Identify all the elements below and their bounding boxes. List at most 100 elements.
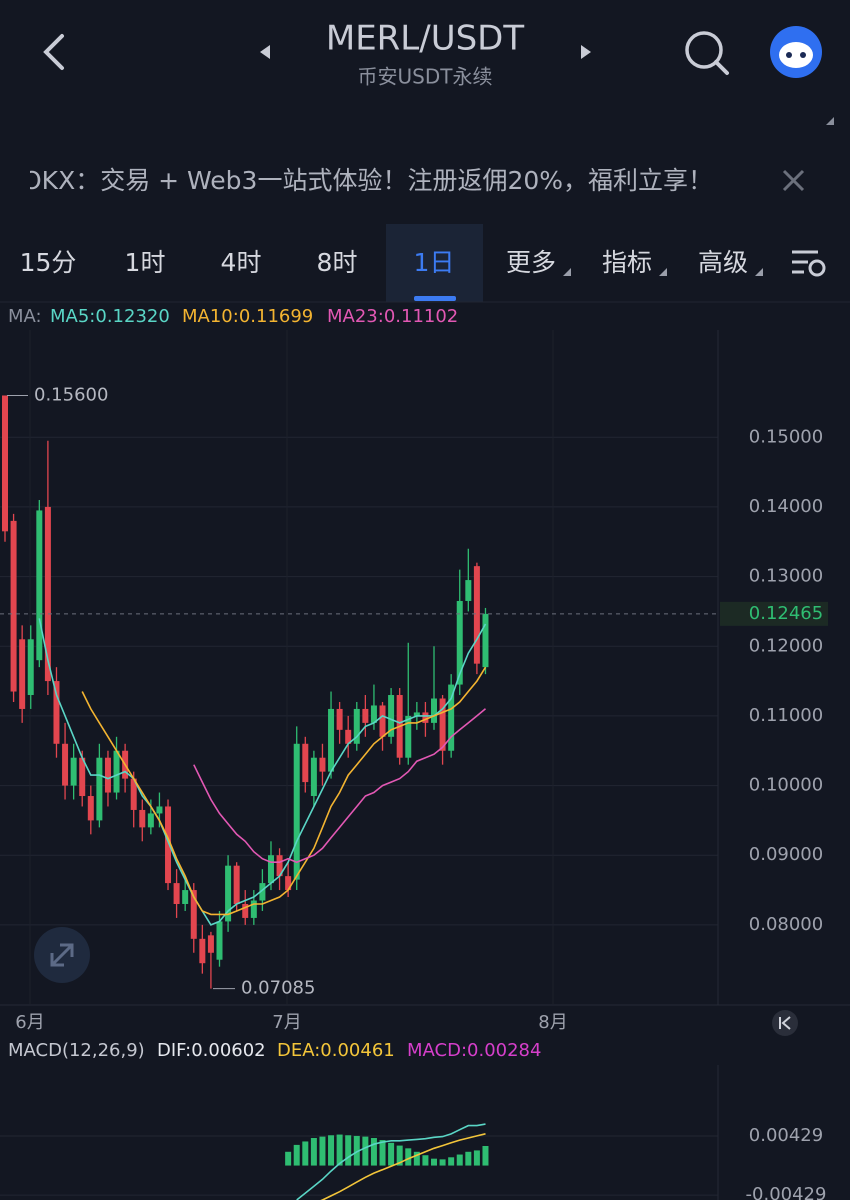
collapse-indicator (826, 117, 834, 125)
active-tab-indicator (414, 296, 456, 301)
candle-body (27, 639, 34, 696)
candle-body (79, 757, 86, 797)
search-icon-handle (714, 60, 729, 75)
back-button[interactable] (43, 34, 64, 70)
active-tab-bg (386, 224, 483, 302)
candle-body (465, 580, 472, 601)
candle-body (139, 809, 146, 828)
y-tick-label: 0.11000 (749, 705, 823, 726)
candle-body (276, 855, 283, 877)
ma-line (38, 618, 487, 926)
macd-title: MACD(12,26,9) (8, 1040, 145, 1061)
fullscreen-icon (50, 943, 74, 967)
ma-line (81, 666, 487, 916)
candle-body (250, 900, 257, 918)
pair-subtitle: 币安USDT永续 (358, 65, 493, 89)
prev-pair[interactable] (260, 45, 270, 59)
interval-tab[interactable]: 高级 (698, 248, 748, 277)
ad-banner[interactable]: OKX：交易 + Web3一站式体验！注册返佣20%，福利立享！ (22, 166, 805, 195)
candle-body (293, 743, 300, 880)
interval-tab[interactable]: 1日 (414, 248, 455, 277)
next-pair[interactable] (581, 45, 591, 59)
candle-body (147, 813, 154, 828)
avatar-eye (786, 52, 792, 58)
candle-body (319, 757, 326, 772)
candle-body (199, 938, 206, 964)
avatar-face (779, 42, 813, 68)
candle-body (336, 708, 343, 730)
interval-tabs: 15分 1时 4时 8时 1日 更多 指标 高级 (20, 224, 826, 302)
chart-settings[interactable] (792, 250, 826, 277)
candle-body (345, 729, 352, 744)
candle-body (182, 890, 189, 904)
interval-tab[interactable]: 4时 (221, 248, 262, 277)
low-marker-label: 0.07085 (241, 978, 315, 999)
candle-body (302, 743, 309, 783)
y-tick-label: 0.09000 (749, 844, 823, 865)
candle-body (53, 681, 60, 744)
macd-bar (370, 1138, 377, 1166)
pair-title[interactable]: MERL/USDT (326, 19, 524, 59)
x-tick-label: 6月 (15, 1012, 44, 1033)
banner-text: OKX：交易 + Web3一站式体验！注册返佣20%，福利立享！ (22, 166, 713, 195)
macd-bar (328, 1135, 335, 1166)
candle-body (165, 806, 172, 884)
candle-body (285, 876, 292, 891)
legend-title: MA: (8, 306, 42, 327)
macd-bar (396, 1145, 403, 1166)
candle-body (310, 757, 317, 797)
fullscreen-button[interactable] (34, 927, 90, 983)
candle-body (96, 757, 103, 821)
interval-tab[interactable]: 8时 (317, 248, 358, 277)
candle-body (362, 708, 369, 723)
candle-body (19, 639, 26, 709)
interval-tab[interactable]: 1时 (125, 248, 166, 277)
candle-body (439, 698, 446, 751)
dropdown-caret (563, 268, 571, 276)
y-tick-label: 0.15000 (749, 426, 823, 447)
interval-tab[interactable]: 15分 (20, 248, 77, 277)
macd-plot (285, 1123, 489, 1200)
candle-body (62, 743, 69, 786)
candle-body (422, 712, 429, 723)
last-price-tag (720, 601, 828, 626)
macd-bar (405, 1148, 412, 1166)
legend-entry: MACD:0.00284 (407, 1040, 541, 1061)
candle-body (259, 883, 266, 901)
macd-line (320, 1133, 486, 1200)
macd-chart: MACD(12,26,9) DIF:0.00602 DEA:0.00461 MACD:… (0, 1040, 826, 1200)
y-tick-label: 0.08000 (749, 914, 823, 935)
search-button[interactable] (685, 31, 729, 75)
macd-bar (379, 1140, 386, 1166)
macd-bar (473, 1150, 480, 1166)
candle-body (233, 865, 240, 904)
y-tick-label: -0.00429 (746, 1184, 827, 1200)
candle-body (216, 921, 223, 960)
candle-body (2, 395, 8, 532)
candle-body (156, 806, 163, 814)
candle-body (225, 865, 232, 922)
macd-bar (302, 1141, 309, 1166)
candle-body (388, 695, 395, 737)
macd-bar (310, 1138, 317, 1166)
candle-body (10, 520, 17, 692)
candle-body (473, 566, 480, 664)
candle-body (431, 698, 437, 723)
macd-bar (336, 1134, 343, 1166)
y-tick-label: 0.10000 (749, 775, 823, 796)
interval-tab[interactable]: 更多 (506, 248, 556, 277)
banner-close[interactable] (782, 169, 805, 192)
macd-bar (431, 1158, 437, 1166)
scroll-to-start[interactable] (772, 1010, 798, 1036)
macd-line (296, 1123, 486, 1200)
interval-tab[interactable]: 指标 (602, 248, 652, 277)
legend-entry: MA23:0.11102 (327, 306, 458, 327)
dropdown-caret (755, 268, 763, 276)
avatar-eye (800, 52, 806, 58)
candle-body (370, 705, 377, 723)
macd-bar (456, 1154, 463, 1166)
search-icon (685, 31, 723, 69)
avatar[interactable] (770, 26, 822, 78)
x-tick-label: 8月 (538, 1012, 567, 1033)
